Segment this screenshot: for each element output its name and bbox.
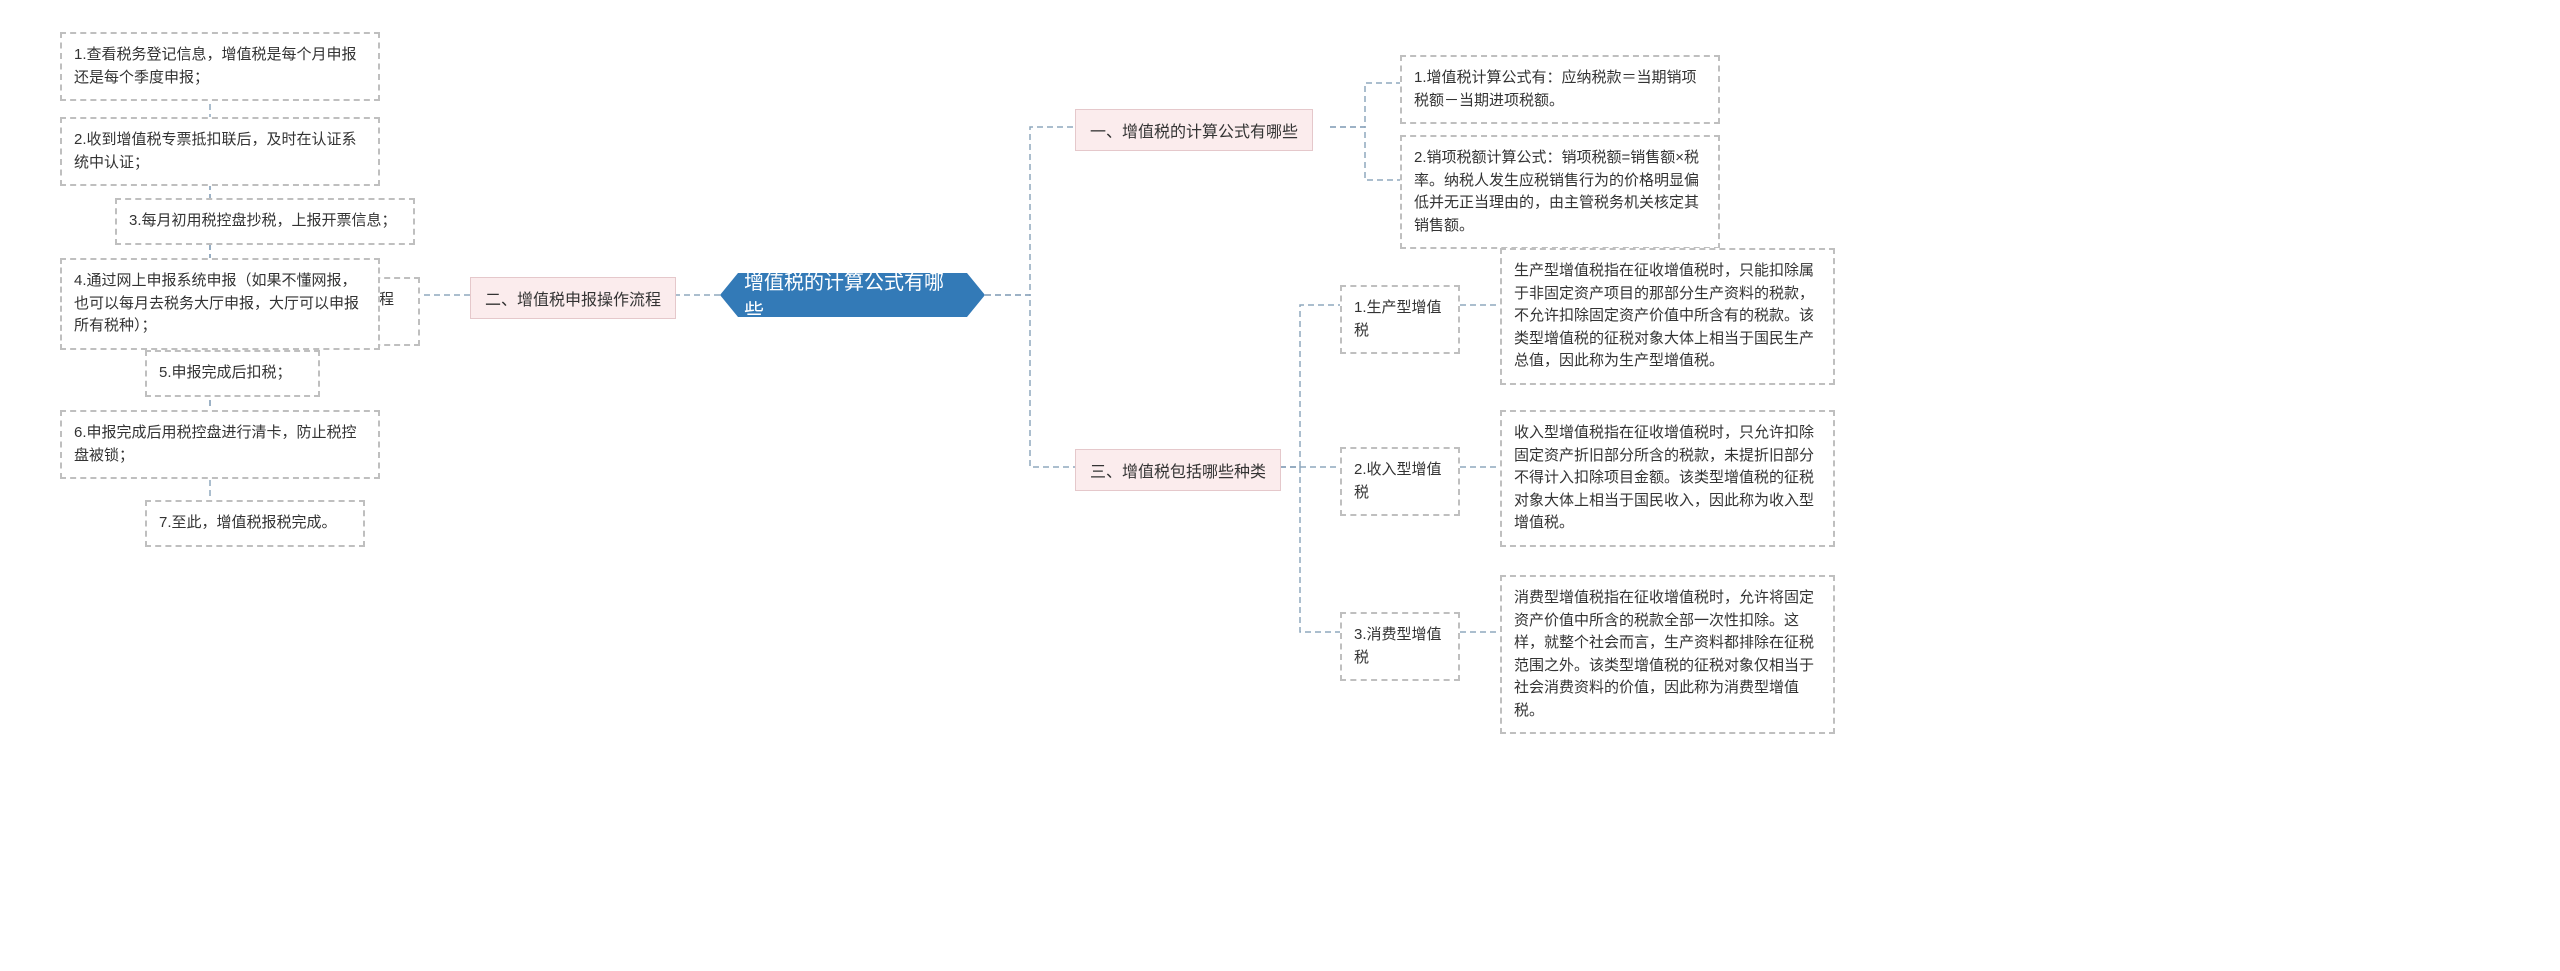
b2-step-6: 6.申报完成后用税控盘进行清卡，防止税控盘被锁；	[60, 410, 380, 479]
b2-step-2: 2.收到增值税专票抵扣联后，及时在认证系统中认证；	[60, 117, 380, 186]
root-label: 增值税的计算公式有哪些	[744, 266, 961, 324]
b2-step-4: 4.通过网上申报系统申报（如果不懂网报，也可以每月去税务大厅申报，大厅可以申报所…	[60, 258, 380, 350]
b3-type-1-title: 1.生产型增值税	[1340, 285, 1460, 354]
branch-1[interactable]: 一、增值税的计算公式有哪些	[1075, 109, 1313, 151]
b1-child-1: 1.增值税计算公式有：应纳税款＝当期销项税额－当期进项税额。	[1400, 55, 1720, 124]
b3-type-3-title: 3.消费型增值税	[1340, 612, 1460, 681]
branch-1-label: 一、增值税的计算公式有哪些	[1090, 118, 1298, 142]
mindmap-canvas: 增值税的计算公式有哪些 一、增值税的计算公式有哪些 1.增值税计算公式有：应纳税…	[0, 0, 2560, 971]
branch-2[interactable]: 二、增值税申报操作流程	[470, 277, 676, 319]
b2-step-3: 3.每月初用税控盘抄税，上报开票信息；	[115, 198, 415, 245]
b2-step-1: 1.查看税务登记信息，增值税是每个月申报还是每个季度申报；	[60, 32, 380, 101]
b3-type-1-desc: 生产型增值税指在征收增值税时，只能扣除属于非固定资产项目的那部分生产资料的税款，…	[1500, 248, 1835, 385]
root-node[interactable]: 增值税的计算公式有哪些	[720, 273, 985, 317]
b2-step-5: 5.申报完成后扣税；	[145, 350, 320, 397]
branch-3-label: 三、增值税包括哪些种类	[1090, 458, 1266, 482]
b3-type-3-desc: 消费型增值税指在征收增值税时，允许将固定资产价值中所含的税款全部一次性扣除。这样…	[1500, 575, 1835, 734]
b1-child-2: 2.销项税额计算公式：销项税额=销售额×税率。纳税人发生应税销售行为的价格明显偏…	[1400, 135, 1720, 249]
b3-type-2-desc: 收入型增值税指在征收增值税时，只允许扣除固定资产折旧部分所含的税款，未提折旧部分…	[1500, 410, 1835, 547]
b3-type-2-title: 2.收入型增值税	[1340, 447, 1460, 516]
branch-2-label: 二、增值税申报操作流程	[485, 286, 661, 310]
b2-step-7: 7.至此，增值税报税完成。	[145, 500, 365, 547]
branch-3[interactable]: 三、增值税包括哪些种类	[1075, 449, 1281, 491]
